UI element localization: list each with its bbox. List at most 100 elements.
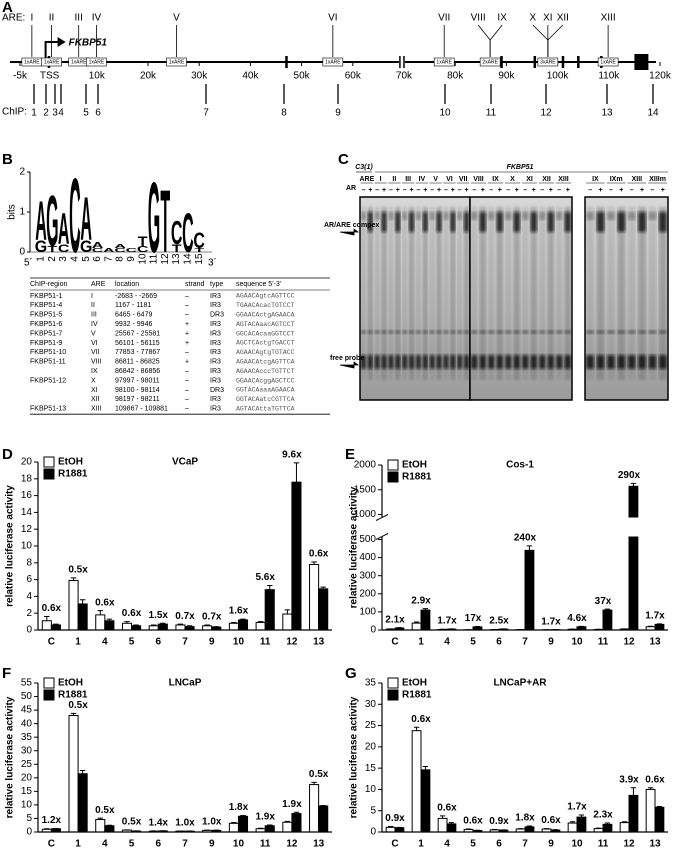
gel-band bbox=[596, 355, 605, 369]
table-cell: – bbox=[185, 293, 189, 300]
fold-annotation: 4.6x bbox=[567, 613, 587, 624]
table-cell: IR3 bbox=[210, 349, 221, 356]
ar-sign: – bbox=[361, 187, 365, 194]
table-cell: FKBP51-11 bbox=[30, 359, 66, 366]
y-tick-label: 6 bbox=[26, 574, 32, 585]
gel-smear bbox=[395, 207, 401, 380]
gel-smear bbox=[443, 207, 449, 380]
lane-label: VII bbox=[459, 176, 468, 183]
y-tick-label: 100 bbox=[359, 607, 376, 618]
x-tick-label: 1 bbox=[418, 839, 424, 850]
chart-title: VCaP bbox=[172, 457, 198, 468]
chip-site-label: 3 bbox=[52, 108, 58, 119]
table-cell: IR3 bbox=[210, 340, 221, 347]
x-tick-label: 12 bbox=[286, 637, 298, 648]
gel-smear bbox=[596, 207, 605, 380]
ar-sign: + bbox=[481, 187, 485, 194]
gene-name: FKBP51 bbox=[69, 38, 108, 49]
y-tick-label: 0 bbox=[26, 625, 32, 636]
bar bbox=[602, 823, 613, 833]
bar bbox=[385, 826, 396, 833]
are-box-label: 1xARE bbox=[436, 59, 452, 65]
x-tick-label: C bbox=[48, 637, 55, 648]
gel-band bbox=[429, 212, 435, 220]
gel-band bbox=[443, 330, 449, 334]
x-tick-label: 12 bbox=[623, 637, 635, 648]
are-box bbox=[433, 57, 455, 67]
gel-smear bbox=[429, 207, 435, 380]
logo-position: 11 bbox=[149, 253, 160, 264]
table-cell: + bbox=[185, 321, 189, 328]
y-tick-label: 10 bbox=[21, 800, 33, 811]
table-cell: III bbox=[91, 312, 97, 319]
are-box-label: 1xARE bbox=[89, 59, 105, 65]
gel-band bbox=[638, 212, 647, 232]
legend-label: EtOH bbox=[402, 678, 427, 689]
error-bar bbox=[526, 545, 533, 551]
bar bbox=[175, 624, 186, 631]
x-tick-label: 6 bbox=[496, 839, 502, 850]
error-bar bbox=[151, 624, 157, 626]
gel-smear bbox=[388, 207, 394, 380]
logo-letter: C bbox=[114, 247, 126, 253]
y-tick-label: 15 bbox=[21, 786, 33, 797]
gel-band bbox=[547, 330, 554, 334]
gel-band bbox=[429, 330, 435, 334]
bar bbox=[264, 825, 275, 833]
table-cell: 6465 - 6479 bbox=[115, 312, 152, 319]
x-tick-label: 5 bbox=[129, 637, 135, 648]
gel-band bbox=[402, 212, 408, 220]
gel-band bbox=[658, 212, 667, 232]
logo-position: 10 bbox=[137, 253, 148, 265]
y-tick-label: 50 bbox=[21, 691, 33, 702]
axis-tick-label: 70k bbox=[396, 71, 413, 82]
gel-band bbox=[388, 330, 394, 334]
bar bbox=[654, 623, 665, 631]
error-bar bbox=[79, 770, 86, 774]
gel-band bbox=[457, 330, 463, 334]
y-tick-label: 20 bbox=[21, 772, 33, 783]
gel-band bbox=[648, 330, 657, 334]
x-tick-label: 1 bbox=[418, 637, 424, 648]
are-connector bbox=[477, 24, 491, 57]
gel-band bbox=[374, 355, 380, 369]
x-tick-label: 1 bbox=[75, 839, 81, 850]
table-cell: FKBP51-6 bbox=[30, 321, 62, 328]
logo-position: 12 bbox=[160, 253, 171, 265]
gel-band bbox=[422, 330, 428, 334]
fold-annotation: 0.5x bbox=[95, 805, 115, 816]
x-tick-label: 7 bbox=[182, 637, 188, 648]
axis-tick-label: 100k bbox=[547, 71, 570, 82]
y-tick-label: 35 bbox=[21, 732, 33, 743]
bar bbox=[228, 822, 239, 833]
gel-smear bbox=[638, 207, 647, 380]
gel-smear bbox=[522, 207, 529, 380]
bar bbox=[420, 609, 431, 631]
bar bbox=[567, 822, 578, 833]
lane-label: I bbox=[380, 176, 382, 183]
error-bar bbox=[106, 618, 113, 621]
lane-label: V bbox=[433, 176, 438, 183]
legend-label: R1881 bbox=[58, 690, 88, 701]
ar-sign: – bbox=[444, 187, 448, 194]
gel-smear bbox=[586, 207, 595, 380]
gel-smear bbox=[496, 207, 503, 380]
gel-band bbox=[658, 355, 667, 369]
table-header: location bbox=[115, 281, 139, 288]
ar-sign: – bbox=[609, 187, 613, 194]
logo-letter: C bbox=[58, 242, 70, 254]
error-bar bbox=[311, 561, 317, 565]
fold-annotation: 1.9x bbox=[255, 812, 275, 823]
gel-smear bbox=[450, 207, 456, 380]
gel-band bbox=[658, 330, 667, 334]
fold-annotation: 1.8x bbox=[515, 813, 535, 824]
ar-sign: + bbox=[661, 187, 665, 194]
fold-annotation: 0.9x bbox=[385, 813, 405, 824]
x-tick-label: 11 bbox=[260, 637, 271, 648]
x-tick-label: 12 bbox=[286, 839, 298, 850]
error-bar bbox=[70, 577, 77, 581]
chip-site-label: 7 bbox=[203, 108, 209, 119]
gel-band bbox=[496, 212, 503, 232]
y-tick-label: 35 bbox=[365, 678, 377, 689]
axis-tick-label: 10k bbox=[89, 71, 106, 82]
